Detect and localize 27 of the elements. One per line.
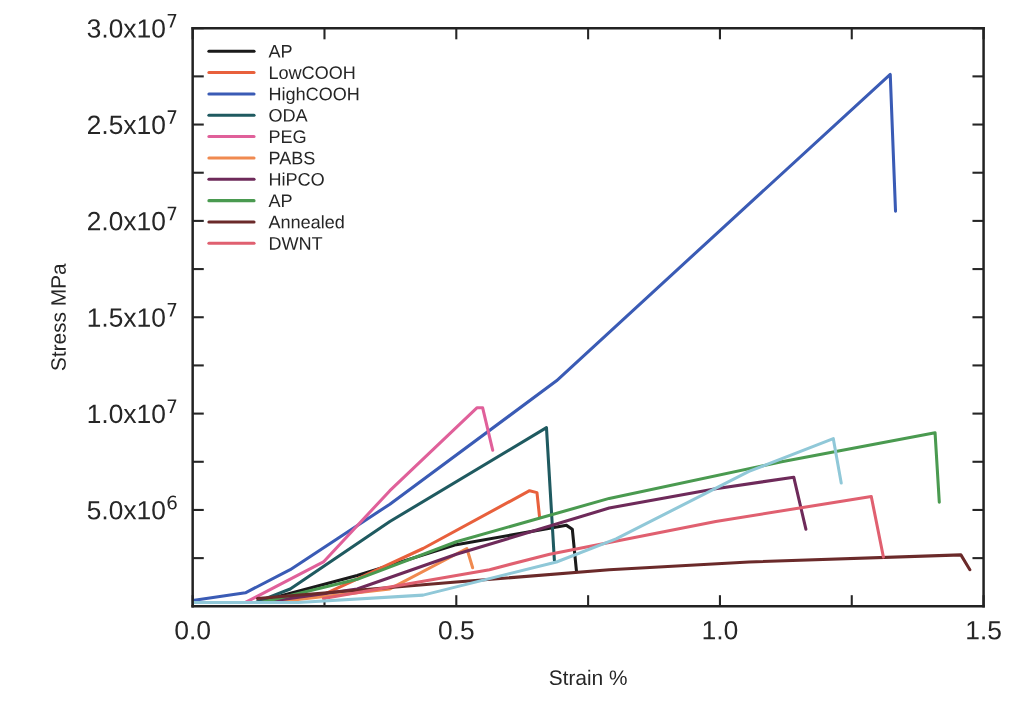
- y-tick-label: 5.0x10$^{6}$: [87, 495, 177, 520]
- legend-label: LowCOOH: [269, 66, 355, 80]
- legend-label: DWNT: [269, 237, 323, 250]
- y-tick-label: 1.0x10$^{7}$: [88, 399, 177, 424]
- legend-label: AP: [268, 194, 292, 207]
- x-tick-label: 1.5: [967, 621, 1001, 640]
- legend-label: ODA: [269, 108, 308, 122]
- legend-label: PEG: [269, 130, 306, 144]
- line-series: [321, 494, 885, 601]
- line-series: [255, 553, 972, 601]
- x-tick-label: 1.0: [703, 620, 738, 640]
- x-tick-label: 0.5: [438, 620, 474, 640]
- legend-label: PABS: [269, 151, 315, 165]
- y-tick-label: 2.5x10$^{7}$: [88, 110, 177, 135]
- x-tick-label: 0.0: [175, 620, 210, 640]
- legend-label: HighCOOH: [269, 87, 359, 104]
- line-series: [243, 406, 495, 604]
- y-tick-label: 2.0x10$^{7}$: [88, 206, 177, 231]
- y-tick-label: 1.5x10$^{7}$: [88, 303, 177, 327]
- legend-label: Annealed: [268, 215, 344, 229]
- legend-label: AP: [268, 45, 292, 58]
- x-axis-title: Strain %: [549, 669, 627, 686]
- line-series: [192, 437, 843, 604]
- line-series: [254, 426, 556, 604]
- legend-label: HiPCO: [269, 172, 324, 186]
- y-tick-label: 3.0x10$^{7}$: [87, 14, 177, 38]
- y-axis-title: Stress MPa: [51, 263, 66, 371]
